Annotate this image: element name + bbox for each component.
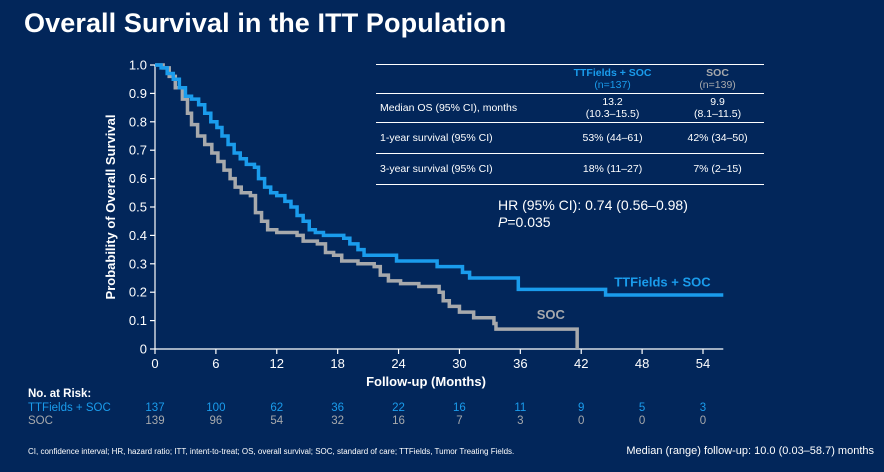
median-followup: Median (range) follow-up: 10.0 (0.03–58.… [626, 445, 874, 457]
value-line1: 9.9 [710, 96, 725, 108]
km-chart: 0 0.1 0.2 0.3 0.4 0.5 0.6 0.7 0.8 0.9 1.0 0 6 12 18 24… [103, 58, 724, 389]
y-tick-label: 0.7 [129, 143, 147, 158]
p-value: =0.035 [507, 214, 551, 230]
value-line2: (10.3–15.5) [585, 108, 640, 120]
risk-count: 32 [331, 415, 345, 427]
value-line2: (8.1–11.5) [694, 108, 742, 120]
risk-count: 62 [270, 402, 284, 414]
risk-count: 54 [270, 415, 284, 427]
ttfields-value: 13.2 (10.3–15.5) [554, 93, 672, 123]
y-tick-label: 0.4 [129, 228, 147, 243]
table-header-row: TTFields + SOC (n=137) SOC (n=139) [376, 64, 764, 94]
row-label: Median OS (95% CI), months [376, 93, 554, 123]
y-tick-label: 0.6 [129, 171, 147, 186]
y-axis-title: Probability of Overall Survival [103, 115, 118, 300]
risk-count: 22 [392, 402, 405, 414]
risk-count: 0 [638, 415, 646, 427]
risk-count: 0 [578, 415, 585, 427]
risk-count: 16 [453, 402, 466, 414]
risk-count: 5 [638, 402, 646, 414]
row-label: 1-year survival (95% CI) [376, 122, 554, 154]
header-soc: SOC (n=139) [671, 64, 764, 94]
x-tick-label: 0 [151, 356, 158, 371]
table-row: 1-year survival (95% CI) 53% (44–61) 42%… [376, 122, 764, 154]
risk-count: 3 [517, 415, 524, 427]
curve-labels: TTFields + SOC SOC [537, 275, 712, 323]
value-line1: 13.2 [602, 96, 623, 108]
header-ttfields: TTFields + SOC (n=137) [554, 64, 672, 94]
risk-count: 0 [699, 415, 707, 427]
y-tick-label: 0 [140, 342, 147, 357]
soc-value: 7% (2–15) [671, 153, 764, 185]
risk-row-ttfields: TTFields + SOC 137 100 62 36 22 16 11 9 5 3 [0, 402, 884, 415]
x-tick-label: 42 [574, 356, 588, 371]
risk-row-soc: SOC 139 96 54 32 16 7 3 0 0 0 [0, 415, 884, 428]
risk-count: 16 [392, 415, 405, 427]
risk-table-title: No. at Risk: [28, 388, 92, 400]
page-title: Overall Survival in the ITT Population [24, 8, 507, 38]
p-label: P [498, 214, 508, 230]
risk-count: 96 [209, 415, 223, 427]
soc-value: 9.9 (8.1–11.5) [671, 93, 764, 123]
risk-count: 100 [206, 402, 226, 414]
header-soc-name: SOC [706, 67, 729, 79]
x-tick-label: 54 [696, 356, 710, 371]
y-tick-label: 0.8 [129, 114, 147, 129]
risk-count: 36 [331, 402, 345, 414]
risk-count: 9 [578, 402, 585, 414]
risk-group-name: TTFields + SOC [28, 402, 111, 414]
km-curve-ttfields-soc [155, 63, 724, 297]
y-tick-label: 0.5 [129, 200, 147, 215]
x-tick-label: 12 [270, 356, 284, 371]
hazard-ratio-text: HR (95% CI): 0.74 (0.56–0.98) [498, 197, 688, 213]
y-tick-label: 0.9 [129, 86, 147, 101]
row-label: 3-year survival (95% CI) [376, 153, 554, 185]
risk-count: 137 [145, 402, 165, 414]
risk-count: 139 [145, 415, 165, 427]
y-tick-label: 0.2 [129, 285, 147, 300]
x-axis: 0 6 12 18 24 30 36 42 48 54 [151, 348, 724, 371]
x-tick-label: 6 [212, 356, 219, 371]
x-axis-title: Follow-up (Months) [366, 374, 486, 389]
table-row: 3-year survival (95% CI) 18% (11–27) 7% … [376, 153, 764, 185]
header-blank [376, 64, 554, 94]
ttfields-value: 53% (44–61) [554, 122, 672, 154]
x-tick-label: 24 [391, 356, 405, 371]
header-ttfields-name: TTFields + SOC [573, 67, 652, 79]
km-curves [155, 63, 724, 349]
risk-group-name: SOC [28, 415, 53, 427]
x-tick-label: 30 [452, 356, 466, 371]
x-tick-label: 48 [635, 356, 649, 371]
km-curve-soc [155, 63, 579, 349]
hazard-ratio-block: HR (95% CI): 0.74 (0.56–0.98) P=0.035 [498, 197, 688, 231]
curve-label-soc: SOC [537, 307, 566, 322]
risk-count: 11 [514, 402, 527, 414]
y-tick-label: 0.1 [129, 313, 147, 328]
risk-count: 7 [456, 415, 463, 427]
survival-stats-table: TTFields + SOC (n=137) SOC (n=139) Media… [376, 64, 764, 185]
soc-value: 42% (34–50) [671, 122, 764, 154]
risk-count: 3 [699, 402, 707, 414]
x-tick-label: 36 [513, 356, 527, 371]
curve-label-ttfields-soc: TTFields + SOC [614, 275, 711, 290]
header-soc-n: (n=139) [699, 79, 736, 91]
y-axis: 0 0.1 0.2 0.3 0.4 0.5 0.6 0.7 0.8 0.9 1.0 [129, 58, 156, 357]
x-tick-label: 18 [330, 356, 344, 371]
y-tick-label: 0.3 [129, 256, 147, 271]
table-row: Median OS (95% CI), months 13.2 (10.3–15.… [376, 93, 764, 123]
y-tick-label: 1.0 [129, 58, 147, 73]
header-ttfields-n: (n=137) [594, 79, 631, 91]
ttfields-value: 18% (11–27) [554, 153, 672, 185]
p-value-text: P=0.035 [498, 214, 688, 231]
abbreviations-footnote: CI, confidence interval; HR, hazard rati… [28, 447, 515, 456]
